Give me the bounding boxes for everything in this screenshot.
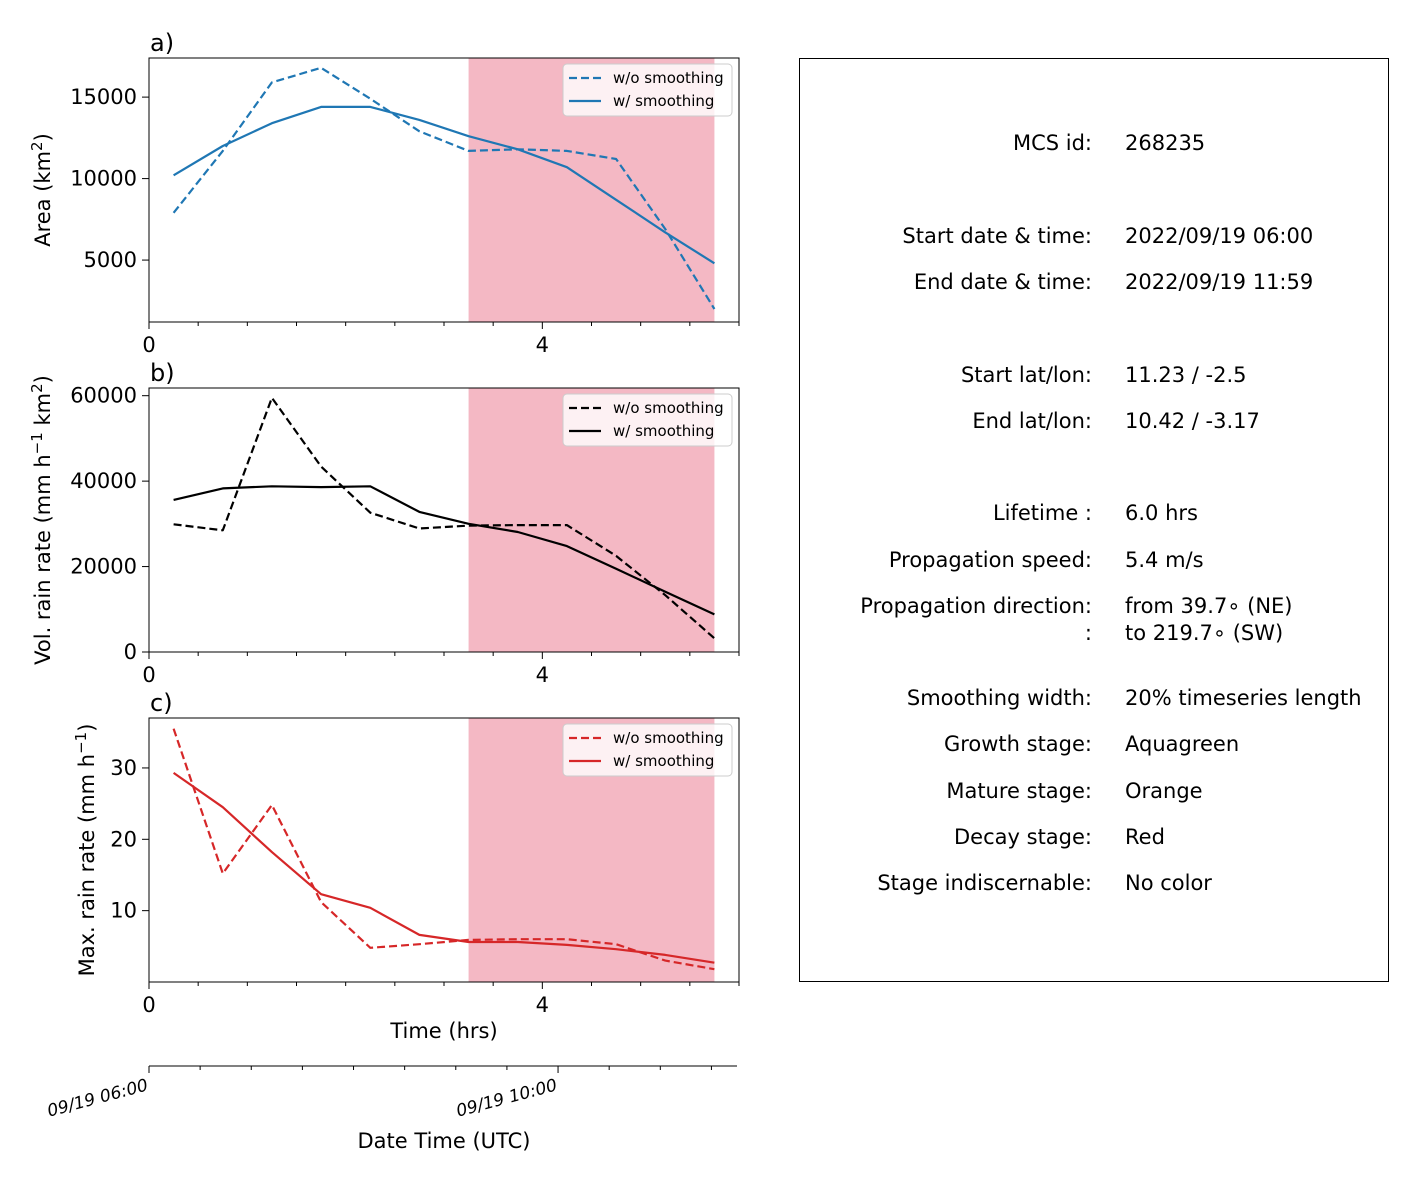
mcs-info-panel: MCS id: 268235 Start date & time: 2022/0… [799,58,1389,982]
y-axis-label-part: Vol. rain rate (mm h [31,454,55,665]
panel-b: 0 4 0 20000 40000 60000 b) Vol. rain rate (mm h… [28,359,740,687]
legend-entry: w/o smoothing [613,69,724,87]
info-value: 20% timeseries length [1125,686,1362,710]
datetime-axis-label: Date Time (UTC) [358,1129,531,1153]
y-axis-label-sup: −1 [72,732,90,754]
legend-entry: w/ smoothing [613,422,714,440]
y-tick-label: 20 [110,827,137,851]
info-value: 2022/09/19 11:59 [1125,270,1314,294]
y-tick-label: 0 [124,640,137,664]
y-tick-label: 60000 [70,384,137,408]
datetime-tick-label: 09/19 06:00 [45,1076,150,1122]
info-key: End lat/lon: [972,409,1092,433]
legend: w/o smoothing w/ smoothing [562,63,733,117]
info-key: Start lat/lon: [960,363,1092,387]
y-axis-label: Area (km2) [28,133,55,247]
info-key: Start date & time: [902,224,1092,248]
y-axis-label-sup: 2 [28,383,46,393]
info-key: : [1084,621,1092,645]
panel-label: c) [150,689,173,717]
info-value: 5.4 m/s [1125,548,1204,572]
series-line-smoothed [173,105,715,265]
info-value: 6.0 hrs [1125,501,1198,525]
info-key: Lifetime : [992,501,1092,525]
series-line-raw [172,728,715,971]
legend-box [562,63,733,117]
series-line-raw [172,66,716,310]
y-axis-label-sup: −1 [28,432,46,454]
info-key: Smoothing width: [906,686,1092,710]
legend-entry: w/o smoothing [613,399,724,417]
info-value: 2022/09/19 06:00 [1125,224,1314,248]
y-tick-label: 5000 [84,248,137,272]
series-line-smoothed [173,485,715,616]
legend-box [562,393,733,447]
panel-a: 0 4 5000 10000 15000 a) Area (km2) w/o smoothin… [28,29,740,357]
legend: w/o smoothing w/ smoothing [562,723,733,777]
y-axis-label-part: ) [31,133,55,141]
y-axis-label-part: Max. rain rate (mm h [75,754,99,977]
info-value: 11.23 / -2.5 [1125,363,1247,387]
legend-entry: w/o smoothing [613,729,724,747]
y-axis-label-part: ) [31,375,55,383]
series-line-smoothed [172,771,715,964]
info-value: Red [1125,825,1165,849]
info-key: Propagation speed: [888,548,1092,572]
info-value: to 219.7∘ (SW) [1125,621,1284,645]
info-key: End date & time: [913,270,1092,294]
info-value: Aquagreen [1125,732,1240,756]
info-value: from 39.7∘ (NE) [1125,594,1293,618]
info-key: Mature stage: [946,779,1092,803]
info-key: Decay stage: [954,825,1092,849]
datetime-tick-label: 09/19 10:00 [454,1076,559,1122]
x-axis-label: Time (hrs) [389,1019,497,1043]
info-value: 268235 [1125,131,1206,155]
y-tick-label: 20000 [70,555,137,579]
y-axis-label: Vol. rain rate (mm h−1 km2) [28,375,55,665]
x-tick-label: 4 [536,993,549,1017]
legend-entry: w/ smoothing [613,92,714,110]
info-value: 10.42 / -3.17 [1125,409,1260,433]
x-tick-label: 4 [536,333,549,357]
y-tick-label: 40000 [70,469,137,493]
y-tick-label: 10000 [70,167,137,191]
x-tick-label: 4 [536,663,549,687]
info-key: Propagation direction: [860,594,1092,618]
y-tick-label: 30 [110,756,137,780]
info-key: MCS id: [1012,131,1092,155]
legend-box [562,723,733,777]
x-tick-label: 0 [142,333,155,357]
y-axis-label-part: Area (km [31,151,55,247]
datetime-axis: 09/19 06:00 09/19 10:00 Date Time (UTC) [45,1065,737,1153]
y-axis-label-part: km [31,393,55,432]
info-key: Growth stage: [943,732,1092,756]
info-value: No color [1125,871,1212,895]
legend-entry: w/ smoothing [613,752,714,770]
x-tick-label: 0 [142,993,155,1017]
y-tick-label: 10 [110,899,137,923]
x-tick-label: 0 [142,663,155,687]
y-tick-label: 15000 [70,85,137,109]
y-axis-label: Max. rain rate (mm h−1) [72,724,99,977]
panel-label: a) [150,29,174,57]
info-key: Stage indiscernable: [877,871,1092,895]
legend: w/o smoothing w/ smoothing [562,393,733,447]
panel-label: b) [150,359,175,387]
info-value: Orange [1125,779,1203,803]
y-axis-label-part: ) [75,724,99,732]
panel-c: 0 4 10 20 30 c) Max. rain rate (mm h−1) w/o smo… [72,689,740,1043]
y-axis-label-sup: 2 [28,141,46,151]
